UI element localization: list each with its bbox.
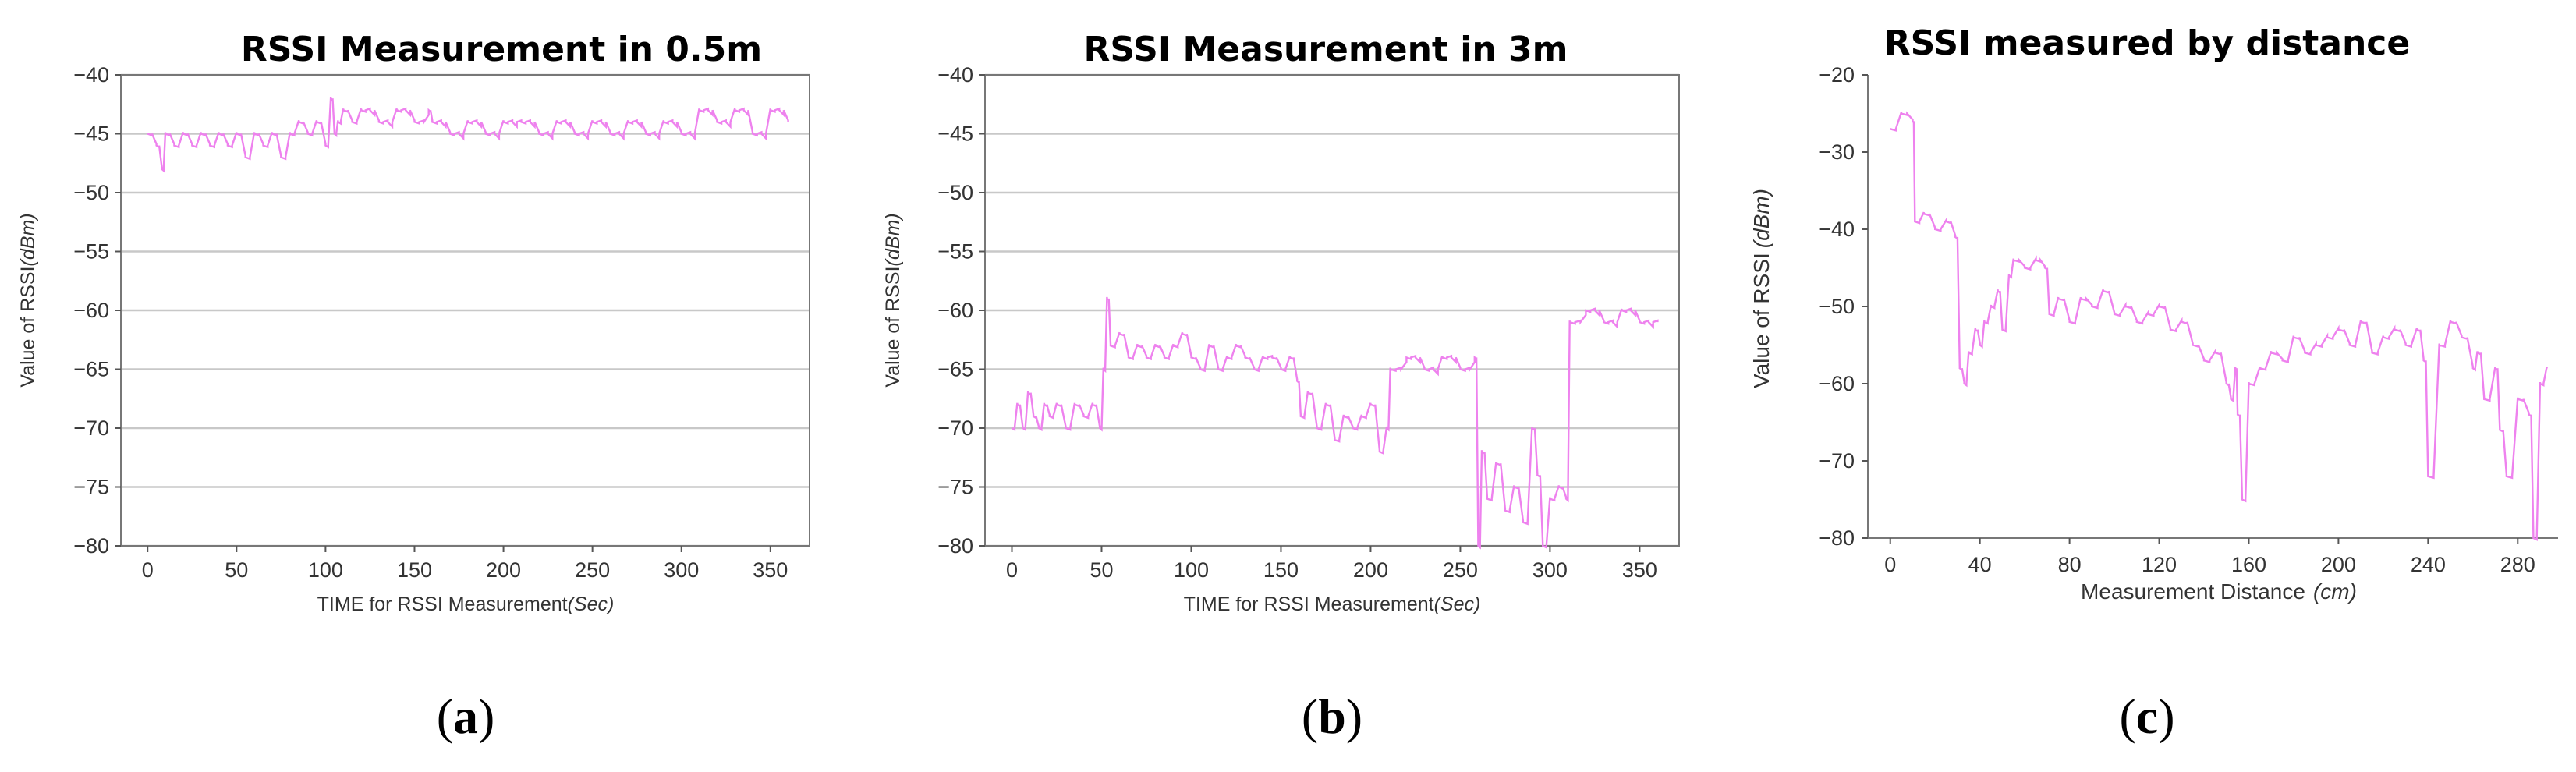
panel-c-title: RSSI measured by distance xyxy=(1884,23,2410,63)
y-tick-label: −80 xyxy=(937,534,973,558)
panel-a-gridlines xyxy=(121,73,810,547)
x-tick-label: 240 xyxy=(2411,553,2446,576)
panel-c-axes-frame xyxy=(1867,75,2558,539)
y-tick-label: −60 xyxy=(73,299,109,322)
y-tick-label: −70 xyxy=(73,416,109,440)
y-tick-label: −45 xyxy=(937,122,973,146)
subfigure-label-c: (c) xyxy=(2119,689,2174,744)
y-tick-label: −70 xyxy=(937,416,973,440)
panel-c-series xyxy=(1890,111,2548,541)
x-tick-label: 350 xyxy=(753,558,788,582)
x-tick-label: 100 xyxy=(308,558,343,582)
panel-a-y-axis-label-text: Value of RSSI xyxy=(17,266,39,387)
panel-c-x-axis-unit: (cm) xyxy=(2313,579,2357,604)
panel-c-y-ticks: −20 −30 −40 −50 −60 −70 −80 xyxy=(1819,63,1868,550)
x-tick-label: 280 xyxy=(2500,553,2535,576)
x-tick-label: 250 xyxy=(575,558,610,582)
panel-a-y-ticks: −40 −45 −50 −55 −60 −65 −70 −75 −80 xyxy=(73,63,121,558)
x-tick-label: 200 xyxy=(486,558,521,582)
panel-c-y-axis-unit: (dBm) xyxy=(1749,189,1773,248)
y-tick-label: −80 xyxy=(1819,526,1855,550)
panel-b-gridlines xyxy=(985,73,1679,547)
x-tick-label: 0 xyxy=(142,558,154,582)
panel-b-y-axis-unit: (dBm) xyxy=(882,213,904,266)
x-tick-label: 0 xyxy=(1884,553,1896,576)
y-tick-label: −40 xyxy=(73,63,109,87)
subfigure-label-c-letter: c xyxy=(2136,689,2158,744)
y-tick-label: −55 xyxy=(73,240,109,264)
x-tick-label: 300 xyxy=(664,558,699,582)
x-tick-label: 200 xyxy=(2321,553,2356,576)
x-tick-label: 200 xyxy=(1353,558,1388,582)
y-tick-label: −50 xyxy=(73,181,109,204)
panel-b-x-axis-label: TIME for RSSI Measurement(Sec) xyxy=(1184,593,1481,615)
x-tick-label: 160 xyxy=(2231,553,2266,576)
y-tick-label: −75 xyxy=(937,476,973,499)
panel-a-title: RSSI Measurement in 0.5m xyxy=(241,30,762,69)
x-tick-label: 0 xyxy=(1006,558,1018,582)
panel-b-x-axis-label-text: TIME for RSSI Measurement xyxy=(1184,593,1434,615)
subfigure-label-b-letter: b xyxy=(1318,689,1346,744)
y-tick-label: −50 xyxy=(937,181,973,204)
y-tick-label: −45 xyxy=(73,122,109,146)
panel-a-x-axis-unit: (Sec) xyxy=(568,593,615,615)
y-tick-label: −40 xyxy=(1819,218,1855,241)
rssi-series-line xyxy=(1890,111,2548,541)
x-tick-label: 300 xyxy=(1532,558,1568,582)
panel-c: RSSI measured by distance −20 −30 −40 −50 −6… xyxy=(1749,23,2558,604)
y-tick-label: −65 xyxy=(73,358,109,381)
panel-c-y-axis-label-text: Value of RSSI xyxy=(1749,253,1773,388)
panel-b-x-ticks: 0 50 100 150 200 250 300 350 xyxy=(1006,546,1657,582)
panel-c-x-ticks: 0 40 80 120 160 200 240 280 xyxy=(1884,538,2535,576)
panel-b: RSSI Measurement in 3m −40 −45 −50 −55 −60 −6… xyxy=(882,30,1680,615)
y-tick-label: −40 xyxy=(937,63,973,87)
panel-b-y-axis-label-text: Value of RSSI xyxy=(882,266,904,387)
y-tick-label: −70 xyxy=(1819,449,1855,473)
x-tick-label: 80 xyxy=(2058,553,2082,576)
panel-b-y-ticks: −40 −45 −50 −55 −60 −65 −70 −75 −80 xyxy=(937,63,985,558)
x-tick-label: 350 xyxy=(1622,558,1657,582)
panel-a-x-ticks: 0 50 100 150 200 250 300 350 xyxy=(142,546,788,582)
rssi-series-line xyxy=(147,97,789,173)
panel-a: RSSI Measurement in 0.5m −40 −45 −50 −55 −60… xyxy=(17,30,810,615)
panel-a-y-axis-label: Value of RSSI(dBm) xyxy=(17,213,39,387)
panel-c-x-axis-label-text: Measurement Distance xyxy=(2081,579,2305,604)
y-tick-label: −20 xyxy=(1819,63,1855,87)
panel-a-x-axis-label: TIME for RSSI Measurement(Sec) xyxy=(317,593,615,615)
x-tick-label: 100 xyxy=(1174,558,1209,582)
subfigure-label-a: (a) xyxy=(437,689,495,744)
subfigure-label-b: (b) xyxy=(1302,689,1362,744)
x-tick-label: 150 xyxy=(397,558,432,582)
y-tick-label: −75 xyxy=(73,476,109,499)
panel-a-series xyxy=(147,97,789,173)
subfigure-label-a-letter: a xyxy=(453,689,478,744)
y-tick-label: −55 xyxy=(937,240,973,264)
y-tick-label: −50 xyxy=(1819,295,1855,318)
x-tick-label: 250 xyxy=(1443,558,1478,582)
y-tick-label: −65 xyxy=(937,358,973,381)
rssi-series-line xyxy=(1011,296,1659,550)
y-tick-label: −60 xyxy=(1819,372,1855,395)
x-tick-label: 120 xyxy=(2142,553,2177,576)
panel-b-title: RSSI Measurement in 3m xyxy=(1084,30,1568,69)
panel-b-y-axis-label: Value of RSSI(dBm) xyxy=(882,213,904,387)
panel-b-x-axis-unit: (Sec) xyxy=(1434,593,1481,615)
panel-c-y-axis-label: Value of RSSI (dBm) xyxy=(1749,189,1773,388)
x-tick-label: 150 xyxy=(1263,558,1299,582)
y-tick-label: −30 xyxy=(1819,140,1855,164)
x-tick-label: 50 xyxy=(225,558,248,582)
x-tick-label: 40 xyxy=(1968,553,1992,576)
panel-c-x-axis-label: Measurement Distance (cm) xyxy=(2081,579,2357,604)
panel-a-y-axis-unit: (dBm) xyxy=(17,213,39,266)
panel-b-series xyxy=(1011,296,1659,550)
y-tick-label: −60 xyxy=(937,299,973,322)
panel-a-x-axis-label-text: TIME for RSSI Measurement xyxy=(317,593,568,615)
x-tick-label: 50 xyxy=(1090,558,1113,582)
y-tick-label: −80 xyxy=(73,534,109,558)
